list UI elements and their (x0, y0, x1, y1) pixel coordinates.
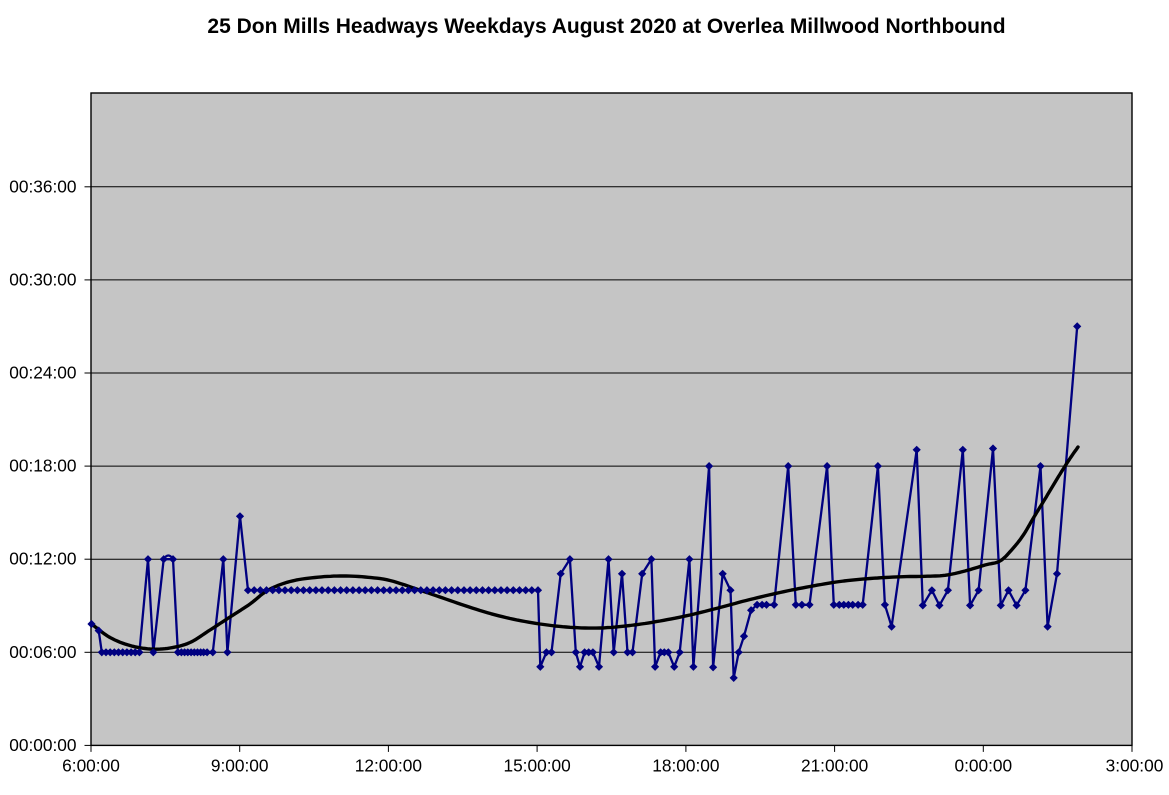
svg-text:00:12:00: 00:12:00 (9, 549, 76, 569)
svg-text:12:00:00: 12:00:00 (355, 756, 422, 776)
svg-text:00:00:00: 00:00:00 (9, 735, 76, 755)
svg-text:15:00:00: 15:00:00 (503, 756, 570, 776)
svg-text:18:00:00: 18:00:00 (652, 756, 719, 776)
svg-text:00:06:00: 00:06:00 (9, 642, 76, 662)
svg-text:6:00:00: 6:00:00 (62, 756, 120, 776)
svg-text:9:00:00: 9:00:00 (211, 756, 269, 776)
svg-text:21:00:00: 21:00:00 (801, 756, 868, 776)
svg-text:00:36:00: 00:36:00 (9, 176, 76, 196)
svg-text:00:18:00: 00:18:00 (9, 456, 76, 476)
svg-text:00:24:00: 00:24:00 (9, 363, 76, 383)
svg-text:3:00:00: 3:00:00 (1106, 756, 1164, 776)
svg-text:00:30:00: 00:30:00 (9, 269, 76, 289)
svg-text:0:00:00: 0:00:00 (954, 756, 1012, 776)
